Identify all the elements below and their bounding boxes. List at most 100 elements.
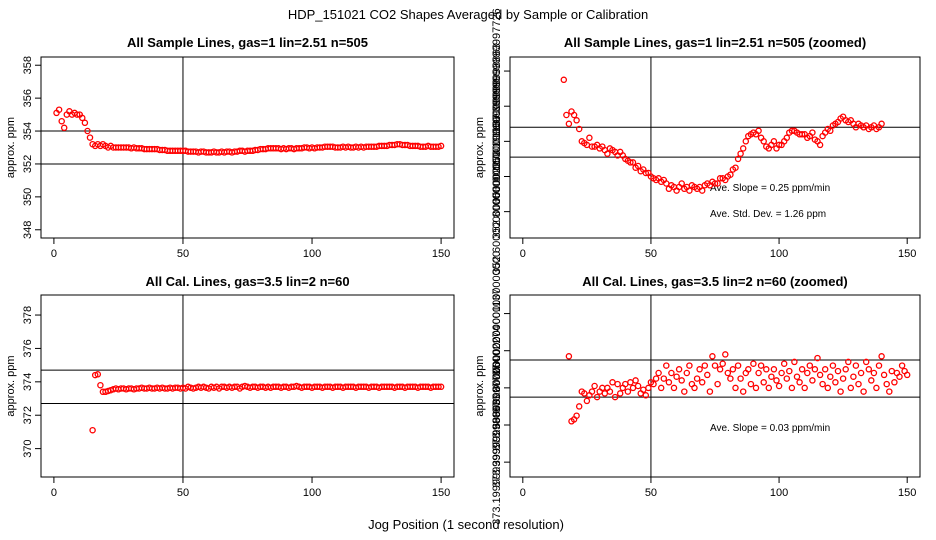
data-point bbox=[857, 369, 865, 377]
data-point bbox=[778, 369, 785, 377]
x-tick-label: 50 bbox=[645, 248, 657, 260]
data-point bbox=[711, 180, 719, 187]
data-point bbox=[816, 371, 824, 379]
data-point bbox=[783, 134, 791, 142]
data-point bbox=[775, 141, 783, 149]
data-point bbox=[898, 362, 906, 369]
data-point bbox=[862, 358, 870, 366]
panel-title: All Sample Lines, gas=1 lin=2.51 n=505 bbox=[127, 35, 368, 50]
x-tick-label: 100 bbox=[770, 487, 788, 499]
y-tick-label: 356 bbox=[22, 89, 34, 107]
y-tick-label: 352.80000000000001137 bbox=[491, 114, 503, 239]
x-axis-label: Jog Position (1 second resolution) bbox=[368, 517, 564, 532]
data-point bbox=[814, 354, 821, 362]
data-point bbox=[724, 369, 732, 377]
data-point bbox=[747, 380, 755, 388]
y-tick-label: 350 bbox=[22, 188, 34, 206]
data-point bbox=[696, 366, 703, 373]
slope-annotation-sample: Ave. Slope = 0.25 ppm/min bbox=[710, 183, 830, 194]
data-point bbox=[809, 377, 816, 384]
data-point bbox=[563, 111, 570, 119]
data-point bbox=[591, 382, 598, 390]
y-tick-label: 353.00000000000000000 bbox=[491, 79, 503, 204]
data-point bbox=[575, 125, 583, 133]
data-point bbox=[750, 360, 757, 367]
data-point bbox=[811, 366, 819, 373]
data-point bbox=[786, 367, 793, 375]
data-point bbox=[89, 426, 96, 434]
data-point bbox=[793, 373, 801, 380]
x-tick-label: 100 bbox=[770, 248, 788, 260]
y-axis-label: approx. ppm bbox=[5, 355, 17, 416]
panel-title: All Cal. Lines, gas=3.5 lin=2 n=60 (zoom… bbox=[582, 274, 848, 289]
data-point bbox=[665, 379, 673, 386]
data-point bbox=[804, 369, 811, 377]
data-point bbox=[642, 169, 650, 177]
data-point bbox=[642, 392, 650, 399]
data-point bbox=[852, 362, 860, 369]
data-point bbox=[657, 384, 665, 392]
x-tick-label: 150 bbox=[432, 487, 450, 499]
main-title: HDP_151021 CO2 Shapes Averaged by Sample… bbox=[288, 7, 648, 22]
y-tick-label: 348 bbox=[22, 221, 34, 239]
data-point bbox=[773, 377, 780, 384]
data-point bbox=[565, 353, 573, 360]
data-point bbox=[903, 371, 911, 379]
data-point bbox=[821, 366, 829, 373]
data-point bbox=[560, 76, 568, 84]
data-point bbox=[604, 150, 611, 157]
data-point bbox=[816, 141, 824, 149]
data-point bbox=[737, 375, 744, 382]
data-point bbox=[670, 384, 678, 392]
data-point bbox=[627, 159, 634, 166]
data-point bbox=[693, 375, 701, 382]
y-tick-label: 358 bbox=[22, 56, 34, 74]
data-point bbox=[437, 383, 445, 391]
data-point bbox=[675, 366, 683, 373]
data-point bbox=[668, 369, 675, 377]
data-point bbox=[663, 362, 670, 369]
data-point bbox=[691, 384, 698, 392]
data-point bbox=[704, 371, 711, 379]
data-points bbox=[560, 76, 885, 194]
plot-frame bbox=[509, 56, 921, 239]
data-point bbox=[788, 384, 796, 392]
data-point bbox=[58, 117, 65, 125]
data-point bbox=[868, 377, 875, 384]
data-point bbox=[752, 384, 760, 392]
data-point bbox=[81, 119, 89, 127]
data-point bbox=[709, 353, 716, 360]
y-tick-label: 378 bbox=[22, 306, 34, 324]
y-tick-label: 373.19999999999998863 bbox=[491, 399, 503, 524]
data-point bbox=[611, 393, 619, 401]
x-tick-label: 150 bbox=[432, 248, 450, 260]
data-point bbox=[652, 375, 660, 382]
y-tick-label: 373.39999999999997726 bbox=[491, 362, 503, 487]
data-point bbox=[565, 120, 573, 128]
data-point bbox=[606, 388, 614, 395]
y-tick-label: 352.60000000000002274 bbox=[491, 149, 503, 274]
data-point bbox=[601, 390, 609, 397]
data-point bbox=[686, 187, 693, 194]
y-tick-label: 376 bbox=[22, 339, 34, 357]
data-point bbox=[729, 366, 737, 373]
data-point bbox=[768, 373, 775, 380]
data-points bbox=[89, 371, 445, 434]
data-point bbox=[84, 127, 91, 135]
data-point bbox=[780, 360, 788, 367]
data-point bbox=[627, 379, 634, 386]
data-point bbox=[681, 388, 688, 395]
data-point bbox=[829, 362, 837, 369]
data-point bbox=[791, 358, 798, 366]
data-point bbox=[742, 138, 750, 145]
y-axis-label: approx. ppm bbox=[474, 117, 486, 178]
panel-tl: All Sample Lines, gas=1 lin=2.51 n=505 0 5… bbox=[5, 35, 455, 260]
data-point bbox=[783, 375, 791, 382]
data-point bbox=[850, 373, 857, 380]
data-point bbox=[686, 362, 693, 369]
data-point bbox=[79, 114, 86, 122]
data-point bbox=[634, 162, 642, 170]
data-point bbox=[855, 380, 862, 388]
data-point bbox=[588, 388, 596, 395]
data-point bbox=[837, 388, 844, 395]
